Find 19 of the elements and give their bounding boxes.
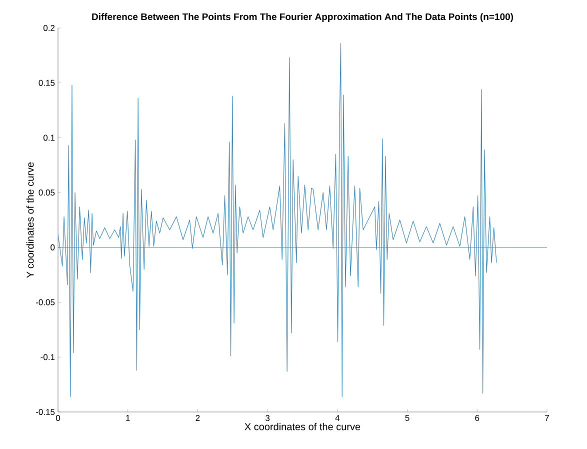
x-tick-label: 2 bbox=[196, 415, 200, 421]
y-tick-label: 0.2 bbox=[43, 24, 55, 31]
x-tick-label: 6 bbox=[475, 415, 480, 422]
chart-title: Difference Between The Points From The Fourier Approximation And The Data Points (n=100) bbox=[92, 13, 514, 22]
y-axis-title: Y coordinates of the curve bbox=[26, 162, 34, 278]
x-axis-title: X coordinates of the curve bbox=[244, 422, 360, 430]
x-tick-label: 0 bbox=[56, 415, 60, 422]
y-tick-label: -0.15 bbox=[36, 408, 55, 415]
y-tick-label: -0.1 bbox=[40, 354, 55, 360]
x-tick-label: 7 bbox=[545, 415, 549, 421]
x-tick-label: 4 bbox=[335, 415, 340, 421]
x-tick-label: 1 bbox=[126, 415, 130, 421]
x-tick-label: 3 bbox=[266, 415, 270, 422]
y-tick-label: 0.1 bbox=[43, 134, 55, 141]
y-tick-label: 0 bbox=[50, 244, 55, 250]
y-tick-label: -0.05 bbox=[36, 299, 55, 306]
x-tick-label: 5 bbox=[405, 415, 410, 421]
y-tick-label: 0.05 bbox=[38, 190, 55, 196]
y-tick-label: 0.15 bbox=[38, 80, 55, 86]
